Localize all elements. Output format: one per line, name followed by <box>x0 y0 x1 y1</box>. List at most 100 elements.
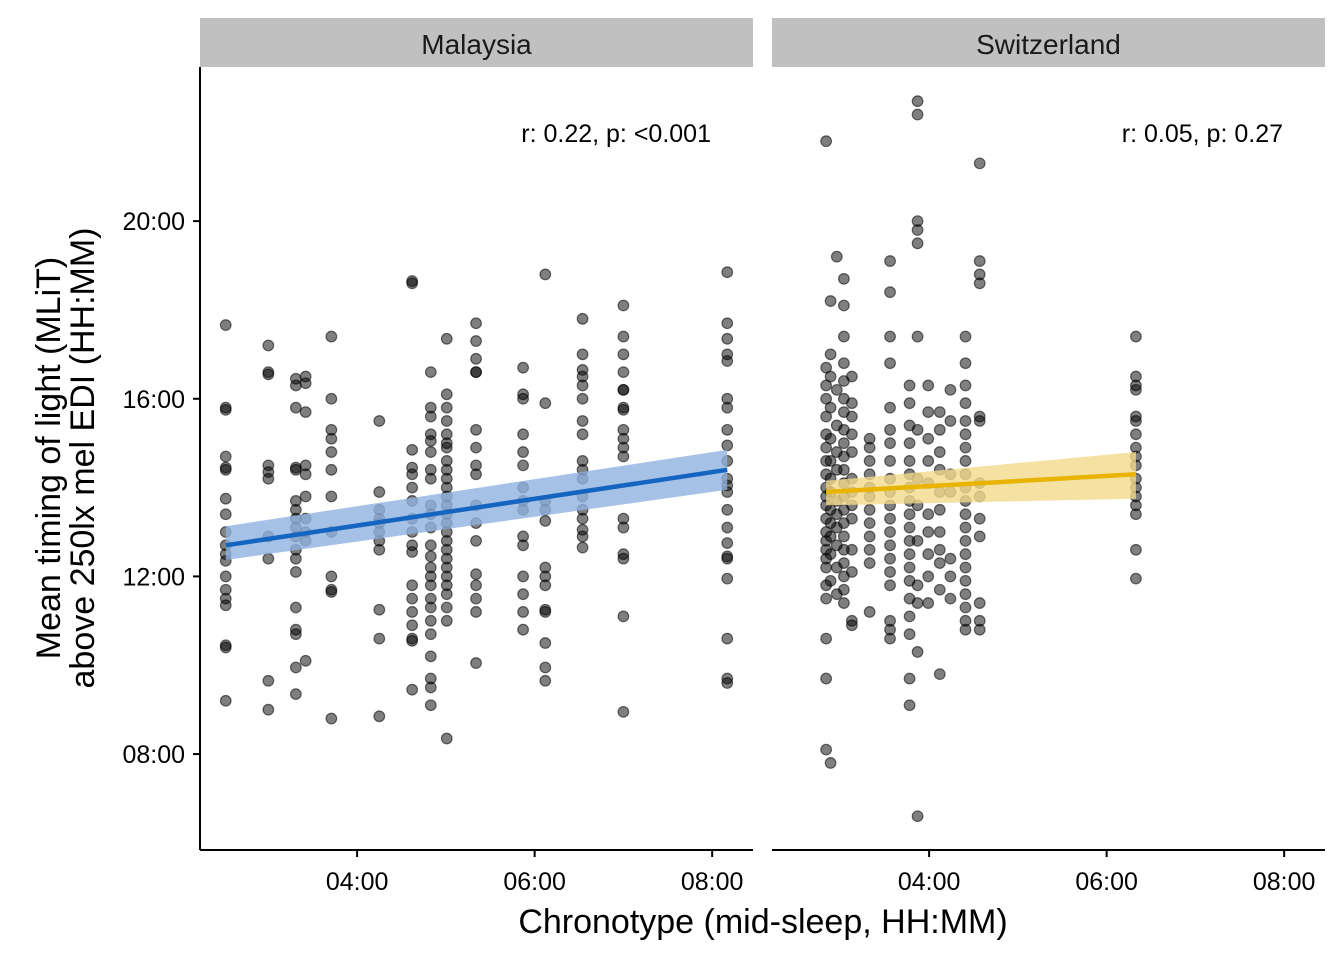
data-point <box>576 512 589 525</box>
data-point <box>845 428 858 441</box>
data-point <box>424 550 437 563</box>
data-point <box>373 632 386 645</box>
data-point <box>824 348 837 361</box>
data-point <box>837 557 850 569</box>
data-point <box>944 415 957 427</box>
data-point <box>325 490 338 503</box>
data-point <box>219 319 232 331</box>
data-point <box>299 468 312 481</box>
data-point <box>470 366 482 379</box>
data-point <box>959 534 972 547</box>
data-point <box>406 619 419 632</box>
panel-malaysia: Malaysia 04:00 06:00 08:00 r: 0.22, p: <0.00… <box>200 18 753 896</box>
data-point <box>845 566 858 578</box>
data-point <box>617 705 630 718</box>
data-point <box>903 610 916 623</box>
data-point <box>959 397 972 410</box>
data-point <box>219 694 232 707</box>
data-point <box>959 623 972 636</box>
data-point <box>262 368 275 381</box>
data-point <box>959 379 972 392</box>
data-point <box>262 339 275 352</box>
data-point <box>470 534 482 547</box>
data-point <box>576 392 589 405</box>
data-point <box>325 330 338 343</box>
data-point <box>440 441 453 454</box>
data-point <box>424 435 437 447</box>
data-point <box>973 623 986 636</box>
data-point <box>517 623 530 636</box>
data-point <box>911 534 924 547</box>
data-point <box>820 743 833 756</box>
data-point <box>373 415 386 427</box>
data-point <box>824 370 837 383</box>
data-point <box>406 277 419 290</box>
x-axis-label: Chronotype (mid-sleep, HH:MM) <box>518 903 1007 941</box>
data-point <box>440 401 453 414</box>
data-point <box>863 441 876 454</box>
data-point <box>721 503 734 516</box>
data-point <box>289 601 302 614</box>
data-point <box>903 699 916 712</box>
data-point <box>824 757 837 769</box>
data-point <box>884 512 896 525</box>
data-point <box>820 135 833 148</box>
data-point <box>617 552 630 565</box>
data-point <box>863 543 876 556</box>
data-point <box>837 583 850 596</box>
data-point <box>884 526 896 538</box>
facet-strip <box>200 18 753 67</box>
data-point <box>973 277 986 290</box>
data-point <box>903 672 916 685</box>
data-point <box>406 443 419 456</box>
data-point <box>373 710 386 723</box>
data-point <box>933 668 946 681</box>
data-point <box>973 530 986 543</box>
data-point <box>837 597 850 609</box>
data-point <box>884 401 896 414</box>
data-point <box>219 463 232 476</box>
data-point <box>721 332 734 345</box>
data-point <box>973 255 986 267</box>
data-point <box>424 539 437 552</box>
data-point <box>959 548 972 561</box>
data-point <box>922 406 935 418</box>
regression-line <box>225 467 728 548</box>
data-point <box>219 599 232 612</box>
data-point <box>721 677 734 689</box>
data-point <box>721 521 734 534</box>
data-point <box>721 355 734 367</box>
confidence-ribbon <box>225 449 728 560</box>
data-point <box>903 561 916 574</box>
data-point <box>959 441 972 454</box>
data-point <box>576 541 589 554</box>
data-point <box>576 379 589 392</box>
data-point <box>406 468 419 481</box>
data-point <box>959 455 972 467</box>
data-point <box>922 432 935 445</box>
data-point <box>406 592 419 605</box>
data-point <box>959 574 972 587</box>
data-point <box>824 432 837 445</box>
data-point <box>539 661 552 674</box>
data-point <box>470 606 482 618</box>
data-point <box>837 530 850 543</box>
data-point <box>824 574 837 587</box>
data-point <box>424 681 437 694</box>
data-point <box>517 392 530 405</box>
data-point <box>911 579 924 592</box>
data-point <box>325 392 338 405</box>
data-point <box>470 352 482 365</box>
data-point <box>617 450 630 463</box>
data-point <box>830 250 843 263</box>
data-point <box>830 383 843 396</box>
data-point <box>219 641 232 654</box>
data-point <box>884 539 896 552</box>
x-tick-label: 04:00 <box>326 868 389 896</box>
data-point <box>721 423 734 436</box>
data-point <box>933 503 946 516</box>
data-point <box>617 403 630 416</box>
correlation-annotation: r: 0.05, p: 0.27 <box>1122 120 1283 148</box>
data-point <box>911 224 924 236</box>
